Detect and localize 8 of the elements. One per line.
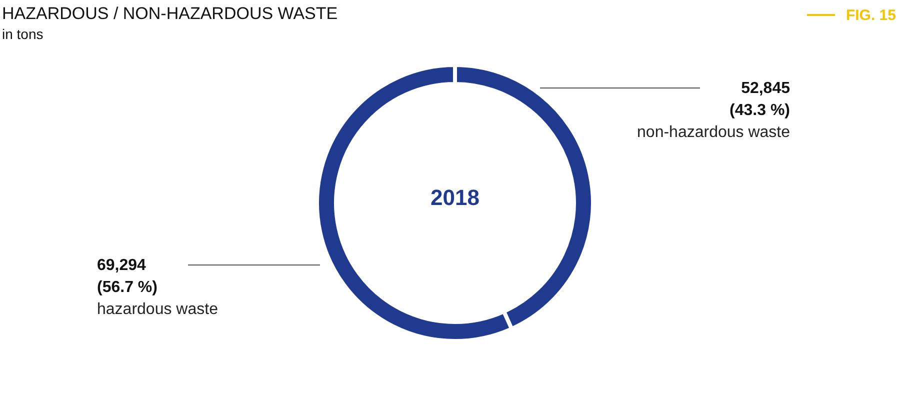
data-label: 52,845 (43.3 %) — [730, 80, 790, 119]
slice-label: hazardous waste — [97, 301, 218, 318]
text: 2018 — [430, 185, 480, 210]
chart-subtitle: in tons — [2, 26, 44, 42]
slice-label: non-hazardous waste — [637, 124, 790, 141]
chart-title: HAZARDOUS / NON-HAZARDOUS WASTE — [2, 4, 338, 23]
caption: FIG. 15 — [846, 7, 896, 24]
data-label: 69,294 (56.7 %) — [97, 257, 158, 296]
